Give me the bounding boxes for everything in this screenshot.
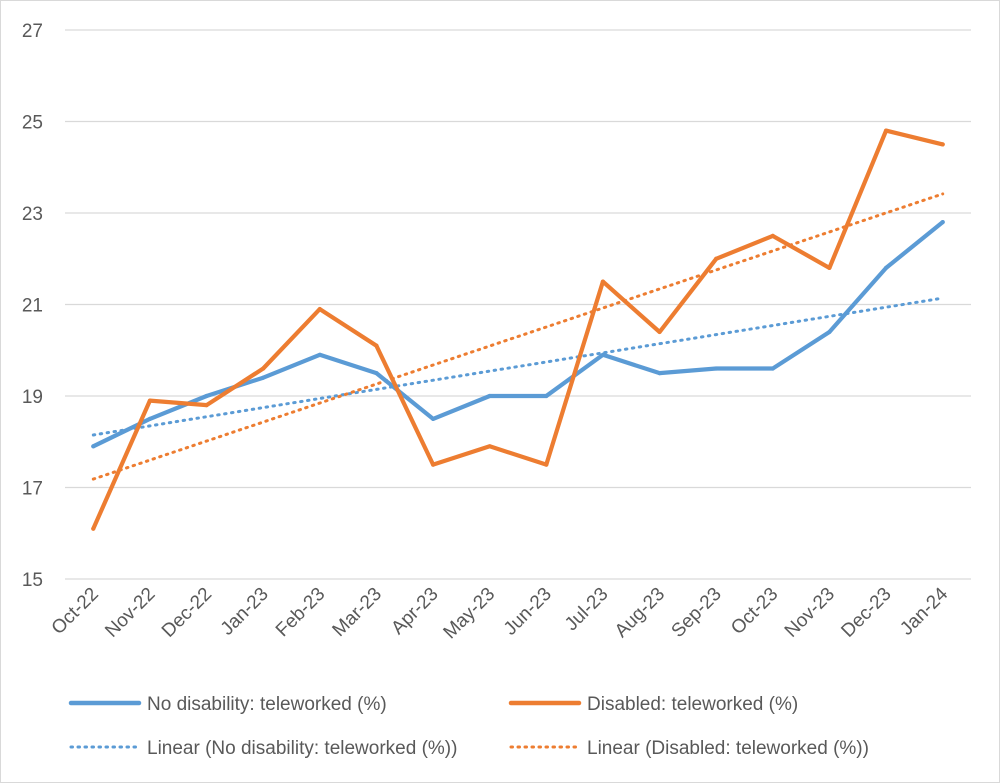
gridlines [65,29,971,580]
data-point [261,366,266,371]
data-point [940,220,945,225]
trendline [91,296,945,437]
x-tick-label: Oct-22 [48,584,103,639]
data-point [374,343,379,348]
x-tick-label: May-23 [440,584,500,644]
data-point [487,444,492,449]
x-tick-label: Dec-23 [837,584,895,642]
legend-label: Disabled: teleworked (%) [587,694,798,715]
y-tick-label: 15 [22,570,43,591]
x-tick-label: Apr-23 [387,584,442,639]
x-tick-label: Nov-23 [781,584,839,642]
x-tick-label: Sep-23 [668,584,726,642]
data-point [657,329,662,335]
x-tick-label: Jan-23 [217,584,273,640]
x-tick-label: Mar-23 [329,584,386,641]
legend-label: Linear (No disability: teleworked (%)) [147,738,457,759]
plot-series [91,128,945,531]
data-point [827,265,832,270]
data-point [544,462,549,467]
data-point [544,393,549,399]
data-point [374,371,379,376]
data-point [430,416,436,421]
series-line [91,220,945,449]
data-point [91,526,96,531]
data-point [940,142,945,147]
y-tick-label: 23 [22,204,43,225]
y-tick-label: 17 [22,479,43,500]
series-line [91,128,945,531]
data-point [657,371,662,376]
data-point [204,393,209,399]
data-point [317,352,322,357]
data-point [770,233,775,238]
x-tick-label: Feb-23 [272,584,329,641]
data-point [261,375,266,380]
trendline [91,192,945,481]
x-tick-label: Jun-23 [500,584,556,640]
data-point [827,329,832,335]
x-tick-label: Aug-23 [611,584,669,642]
data-point [91,444,96,449]
data-point [770,366,775,371]
data-point [600,352,606,357]
x-tick-label: Nov-22 [101,584,159,642]
data-point [147,416,153,421]
y-tick-label: 21 [22,296,43,317]
data-point [600,279,606,284]
y-axis-ticks: 15 17 19 21 23 25 27 [22,21,43,591]
data-point [714,256,719,261]
x-tick-label: Jan-24 [896,583,952,639]
x-tick-label: Dec-22 [158,584,216,642]
data-point [883,128,889,133]
data-point [714,366,719,371]
x-tick-label: Jul-23 [561,584,612,635]
data-point [487,393,492,399]
legend-label: Linear (Disabled: teleworked (%)) [587,738,869,759]
legend-label: No disability: teleworked (%) [147,694,387,715]
x-tick-label: Oct-23 [727,584,782,639]
data-point [317,306,322,312]
y-tick-label: 19 [22,387,43,408]
data-point [147,398,153,403]
legend: No disability: teleworked (%) Disabled: t… [68,694,869,759]
data-point [204,403,209,408]
data-point [430,462,436,467]
y-tick-label: 27 [22,21,43,42]
y-tick-label: 25 [22,113,43,134]
data-point [883,265,889,270]
